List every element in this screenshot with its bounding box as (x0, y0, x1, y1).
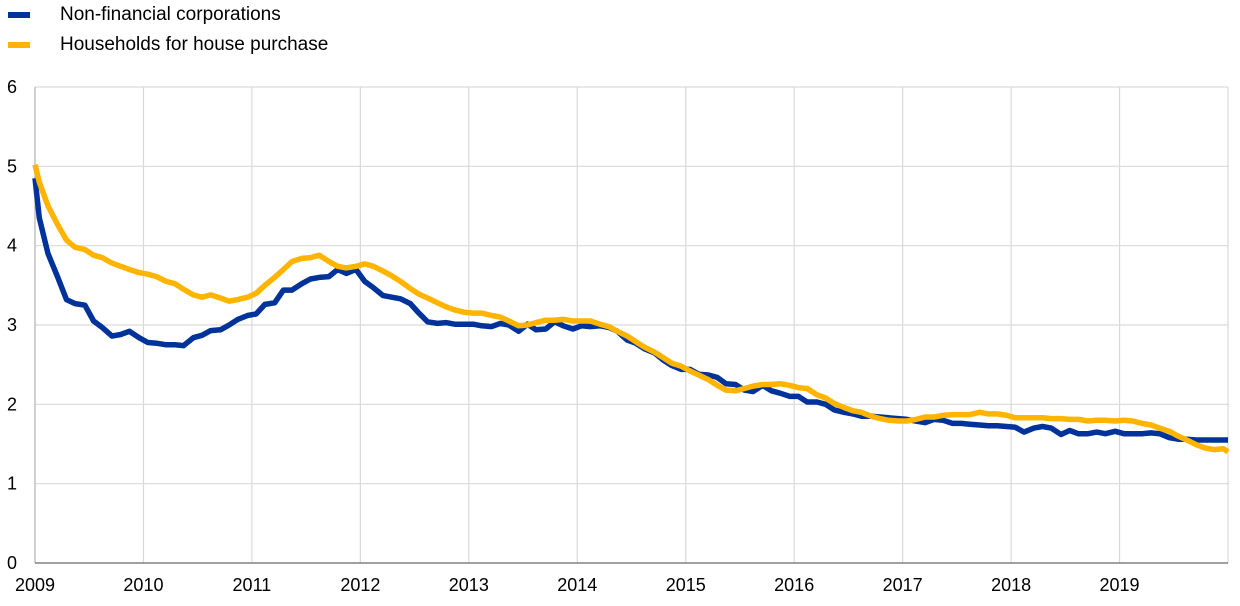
x-tick-label: 2018 (991, 575, 1031, 595)
y-tick-label: 1 (7, 474, 17, 494)
legend-label-non-financial-corporations: Non-financial corporations (60, 4, 281, 25)
y-axis-tick-labels: 0 1 2 3 4 5 6 (7, 77, 17, 573)
series-line-households-for-house-purchase (32, 164, 1230, 455)
x-tick-label: 2017 (883, 575, 923, 595)
legend-item-households-for-house-purchase: Households for house purchase (8, 30, 328, 60)
x-tick-label: 2014 (557, 575, 597, 595)
y-tick-label: 4 (7, 236, 17, 256)
y-tick-label: 5 (7, 156, 17, 176)
x-tick-label: 2016 (774, 575, 814, 595)
x-tick-label: 2009 (15, 575, 55, 595)
x-axis-tick-labels: 2009 2010 2011 2012 2013 2014 2015 2016 2017 2018… (15, 575, 1140, 595)
legend-label-households-for-house-purchase: Households for house purchase (60, 34, 329, 55)
y-tick-label: 6 (7, 77, 17, 97)
series-line-non-financial-corporations (32, 177, 1228, 443)
x-tick-label: 2012 (340, 575, 380, 595)
x-tick-label: 2010 (123, 575, 163, 595)
x-tick-label: 2013 (449, 575, 489, 595)
x-tick-label: 2011 (233, 575, 272, 595)
chart-series (32, 164, 1230, 455)
y-tick-label: 0 (7, 553, 17, 573)
chart-grid (35, 86, 1229, 563)
legend-swatch-households-for-house-purchase (8, 42, 30, 48)
y-tick-label: 3 (7, 315, 17, 335)
legend-item-non-financial-corporations: Non-financial corporations (8, 0, 328, 30)
y-tick-label: 2 (7, 394, 17, 414)
chart-legend: Non-financial corporations Households fo… (8, 0, 328, 60)
x-tick-label: 2015 (666, 575, 706, 595)
x-tick-label: 2019 (1100, 575, 1140, 595)
legend-swatch-non-financial-corporations (8, 12, 30, 18)
